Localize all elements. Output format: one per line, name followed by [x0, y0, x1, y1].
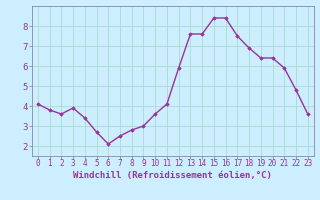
X-axis label: Windchill (Refroidissement éolien,°C): Windchill (Refroidissement éolien,°C): [73, 171, 272, 180]
